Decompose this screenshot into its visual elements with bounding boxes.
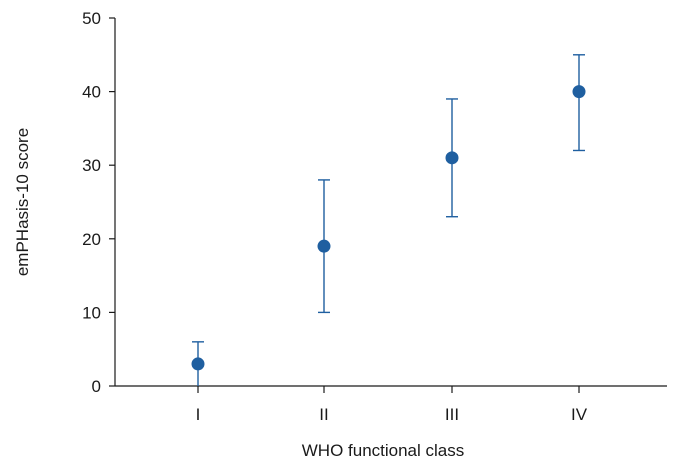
axes	[114, 18, 667, 387]
y-tick-label: 10	[82, 303, 101, 322]
y-tick-label: 40	[82, 83, 101, 102]
x-tick-label: IV	[571, 405, 588, 424]
y-tick-label: 50	[82, 9, 101, 28]
y-tick-label: 30	[82, 156, 101, 175]
x-tick-label: I	[196, 405, 201, 424]
data-point	[317, 239, 331, 253]
data-point	[191, 357, 205, 371]
data-point	[572, 85, 586, 99]
error-bars	[192, 54, 585, 386]
x-tick-label: II	[319, 405, 328, 424]
y-tick-label: 0	[92, 377, 101, 396]
x-tick-label: III	[445, 405, 459, 424]
x-axis-title: WHO functional class	[302, 441, 465, 460]
x-ticks: I II III IV	[196, 386, 588, 424]
y-ticks: 0 10 20 30 40 50	[82, 9, 115, 396]
data-points	[191, 85, 586, 371]
data-point	[445, 151, 459, 165]
error-bar	[573, 54, 585, 152]
y-tick-label: 20	[82, 230, 101, 249]
y-axis-title: emPHasis-10 score	[13, 128, 32, 276]
